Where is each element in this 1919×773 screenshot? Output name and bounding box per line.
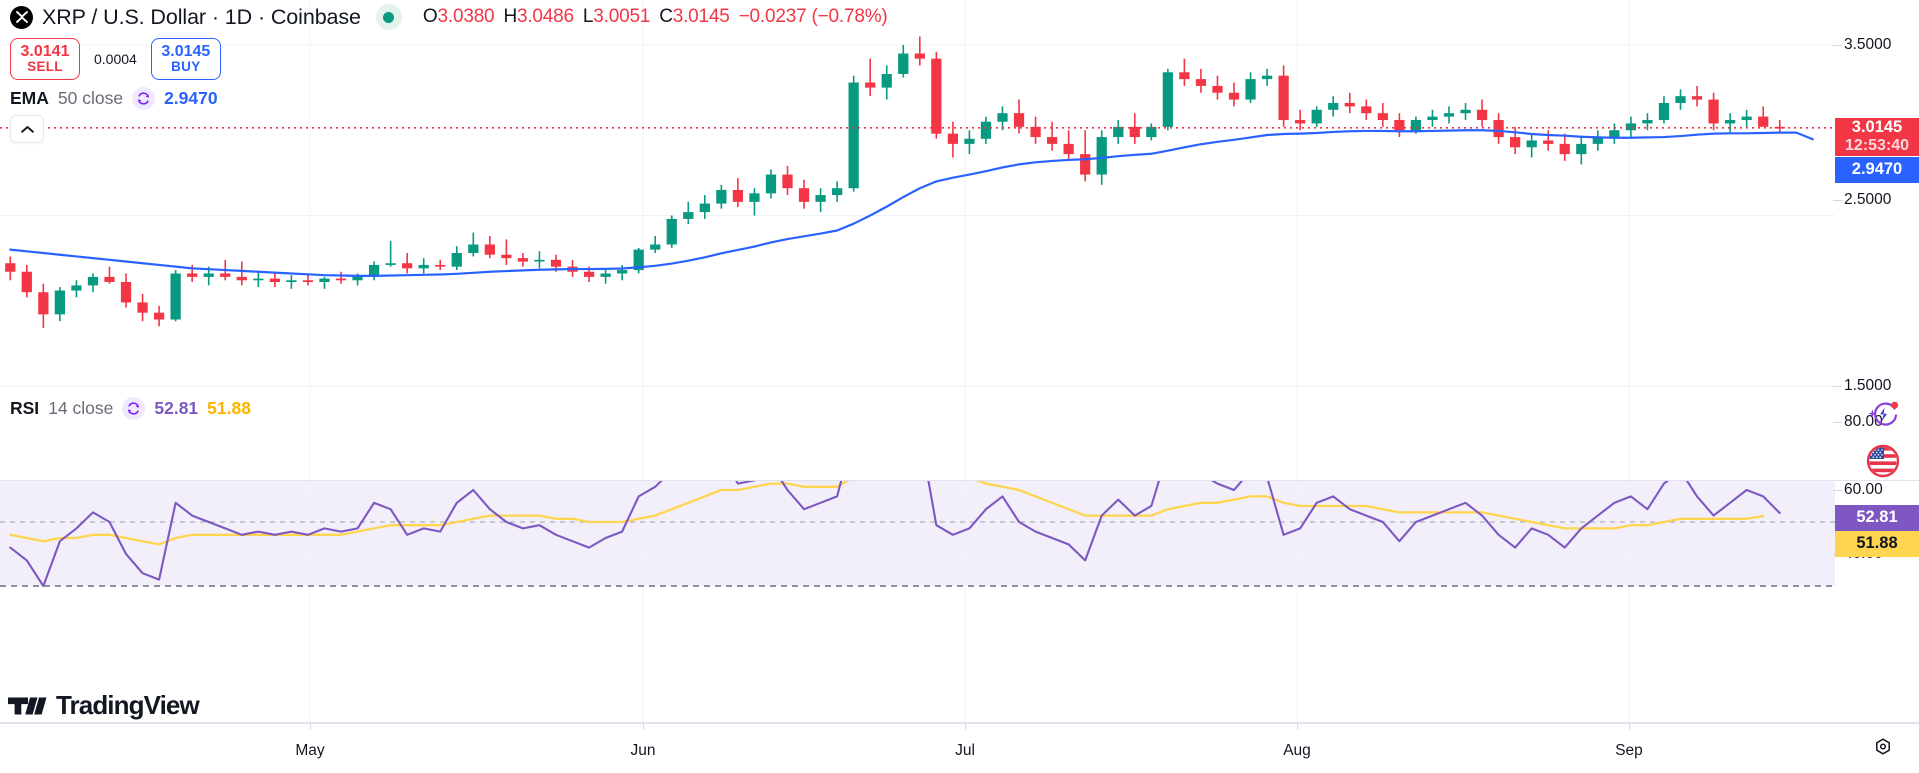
ema-value: 2.9470 [164, 88, 218, 108]
ai-sparkle-button[interactable] [1865, 396, 1901, 437]
time-tick-label: Aug [1283, 742, 1311, 759]
buy-label: BUY [171, 59, 201, 75]
time-tick-mark [1297, 724, 1298, 730]
ohlc-o-key: O [422, 6, 438, 27]
rsi-tick-label: 80.00 [1833, 413, 1883, 431]
ema-price-badge[interactable]: 2.9470 [1835, 157, 1919, 183]
time-tick-label: Jul [955, 742, 975, 759]
ohlc-change: −0.0237 (−0.78%) [738, 6, 888, 27]
tradingview-logo-icon [8, 697, 47, 714]
time-tick-mark [643, 724, 644, 730]
last-price-badge[interactable]: 3.0145 12:53:40 [1835, 118, 1919, 156]
price-tick-label: 1.5000 [1833, 377, 1891, 395]
buy-button[interactable]: 3.0145 BUY [150, 38, 221, 80]
price-tick-label: 2.5000 [1833, 191, 1891, 209]
ohlc-o-value: 3.0380 [437, 6, 495, 27]
rsi-value-badge[interactable]: 52.81 [1835, 505, 1919, 531]
time-tick-label: Jun [630, 742, 656, 759]
ohlc-values: O3.0380 H3.0486 L3.0051 C3.0145 −0.0237 (−0.… [423, 6, 888, 28]
ohlc-h-key: H [503, 6, 517, 27]
last-price-value: 3.0145 [1851, 117, 1903, 136]
time-tick-mark [310, 724, 311, 730]
tradingview-logo-text: TradingView [56, 690, 200, 720]
rsi-chart-pane[interactable] [0, 481, 1835, 722]
ohlc-c-value: 3.0145 [672, 6, 730, 27]
time-tick-label: Sep [1615, 742, 1643, 759]
ohlc-c-key: C [659, 6, 673, 27]
symbol-legend: XRP / U.S. Dollar · 1D · Coinbase O3.038… [10, 4, 888, 30]
us-flag-button[interactable] [1866, 444, 1900, 483]
sync-refresh-icon[interactable] [132, 87, 156, 110]
rsi-ma-value-badge[interactable]: 51.88 [1835, 531, 1919, 557]
rsi-tick-label: 60.00 [1833, 481, 1883, 499]
ema-indicator-legend[interactable]: EMA 50 close 2.9470 [10, 87, 218, 110]
rsi-value: 52.81 [154, 398, 199, 418]
chevron-up-icon [20, 125, 34, 133]
rsi-chart-svg [0, 481, 1835, 722]
rsi-args: 14 close [48, 398, 114, 418]
price-chart-pane[interactable] [0, 0, 1835, 480]
market-open-dot-icon[interactable] [375, 4, 402, 30]
time-tick-mark [1629, 724, 1630, 730]
sell-price: 3.0141 [20, 43, 70, 61]
us-flag-icon [1866, 444, 1900, 478]
xrp-logo-icon [10, 5, 33, 29]
time-scale[interactable]: May Jun Jul Aug Sep [0, 723, 1919, 773]
rsi-ma-value: 51.88 [207, 398, 251, 418]
ohlc-l-value: 3.0051 [593, 6, 651, 27]
ai-sparkle-icon [1868, 401, 1899, 426]
time-tick-mark [965, 724, 966, 730]
tradingview-watermark: TradingView [8, 690, 200, 721]
last-price-countdown: 12:53:40 [1844, 137, 1910, 155]
axis-settings-icon [1876, 738, 1890, 755]
pane-divider-bottom [0, 722, 1919, 723]
sell-button[interactable]: 3.0141 SELL [10, 38, 80, 80]
spread-value: 0.0004 [94, 51, 137, 67]
rsi-indicator-legend[interactable]: RSI 14 close 52.81 51.88 [10, 397, 251, 420]
price-chart-svg [0, 0, 1835, 480]
rsi-name: RSI [10, 398, 40, 418]
ohlc-h-value: 3.0486 [516, 6, 574, 27]
floating-action-buttons [1865, 396, 1901, 483]
time-tick-label: May [295, 742, 325, 759]
ema-args: 50 close [57, 88, 124, 108]
sync-refresh-icon[interactable] [122, 397, 146, 420]
ema-name: EMA [10, 88, 49, 108]
page-title[interactable]: XRP / U.S. Dollar · 1D · Coinbase [42, 4, 361, 29]
collapse-pane-button[interactable] [10, 115, 44, 143]
buy-price: 3.0145 [161, 43, 211, 61]
price-scale[interactable]: 3.5000 2.5000 1.5000 3.0145 12:53:40 2.9470 [1833, 0, 1919, 480]
trade-panel: 3.0141 SELL 0.0004 3.0145 BUY [10, 38, 221, 80]
price-tick-label: 3.5000 [1833, 36, 1891, 54]
sell-label: SELL [27, 59, 63, 75]
ohlc-l-key: L [582, 6, 594, 27]
axis-settings-button[interactable] [1872, 736, 1894, 763]
